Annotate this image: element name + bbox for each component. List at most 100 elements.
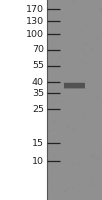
Bar (72, 53, 74, 56)
Bar (101, 42, 102, 43)
Bar (73, 0, 75, 3)
Text: 55: 55 (32, 61, 44, 70)
Bar (65, 191, 67, 193)
Bar (76, 76, 77, 78)
FancyBboxPatch shape (64, 83, 85, 88)
Bar (54, 168, 55, 169)
Bar (83, 44, 84, 45)
Text: 15: 15 (32, 138, 44, 148)
Bar (83, 165, 84, 166)
Bar (98, 105, 100, 106)
Bar (78, 125, 79, 126)
Bar (65, 161, 66, 162)
Bar (81, 31, 82, 33)
Bar (94, 55, 95, 57)
Bar (67, 188, 69, 191)
Bar (55, 41, 56, 42)
Bar (56, 139, 59, 140)
Bar (88, 20, 91, 22)
Bar (72, 189, 73, 191)
Bar (85, 20, 86, 22)
Bar (47, 49, 49, 52)
Bar (90, 183, 91, 186)
Bar (62, 179, 65, 180)
Bar (55, 101, 58, 103)
Bar (68, 152, 69, 153)
Bar (83, 184, 85, 186)
Bar (54, 123, 55, 126)
Bar (94, 153, 96, 155)
Bar (97, 24, 99, 27)
Bar (85, 43, 88, 45)
Text: 40: 40 (32, 78, 44, 87)
Bar (80, 54, 82, 56)
Bar (66, 12, 67, 14)
Bar (76, 190, 77, 192)
Bar (82, 196, 85, 197)
Bar (100, 9, 102, 11)
Bar (70, 20, 71, 22)
Bar (47, 36, 48, 38)
Text: 70: 70 (32, 45, 44, 54)
Bar (59, 111, 62, 113)
Bar (61, 128, 62, 131)
Bar (91, 0, 92, 1)
Bar (84, 88, 87, 89)
Bar (100, 149, 102, 150)
Bar (57, 36, 59, 38)
Bar (60, 40, 61, 43)
Bar (84, 3, 85, 5)
Bar (47, 87, 48, 89)
Bar (52, 89, 55, 91)
Bar (94, 57, 97, 59)
Bar (60, 165, 61, 167)
Bar (83, 195, 85, 198)
Bar (87, 21, 89, 23)
Bar (54, 131, 56, 134)
Bar (52, 171, 54, 173)
Bar (60, 20, 63, 21)
Text: 100: 100 (26, 30, 44, 39)
Bar (50, 193, 51, 194)
Bar (72, 128, 75, 131)
Bar (63, 97, 66, 99)
Bar (71, 125, 73, 126)
Bar (85, 141, 86, 143)
Bar (49, 59, 51, 60)
Bar (95, 133, 96, 135)
Bar (92, 39, 93, 41)
Bar (80, 118, 82, 119)
Bar (96, 95, 97, 97)
Bar (86, 190, 87, 192)
Bar (73, 56, 75, 57)
Text: 10: 10 (32, 156, 44, 166)
Bar (84, 114, 86, 116)
Bar (63, 32, 64, 33)
Bar (49, 134, 51, 135)
Bar (82, 26, 83, 29)
Bar (89, 99, 90, 101)
Bar (74, 113, 76, 116)
Bar (51, 42, 53, 44)
Bar (98, 37, 101, 38)
Bar (95, 33, 96, 35)
Text: 25: 25 (32, 104, 44, 114)
Bar (90, 48, 93, 51)
Bar (66, 134, 67, 135)
Bar (65, 191, 67, 193)
Bar (75, 149, 77, 150)
Bar (62, 183, 64, 184)
Bar (68, 188, 71, 189)
Bar (84, 35, 87, 37)
Bar (51, 17, 52, 20)
Bar (49, 167, 52, 168)
Bar (64, 85, 67, 86)
Bar (81, 60, 84, 62)
Bar (61, 161, 63, 163)
Bar (57, 130, 58, 132)
Bar (78, 69, 80, 71)
Bar (70, 84, 72, 86)
Bar (54, 165, 57, 166)
Bar (90, 140, 91, 142)
Bar (100, 193, 101, 195)
